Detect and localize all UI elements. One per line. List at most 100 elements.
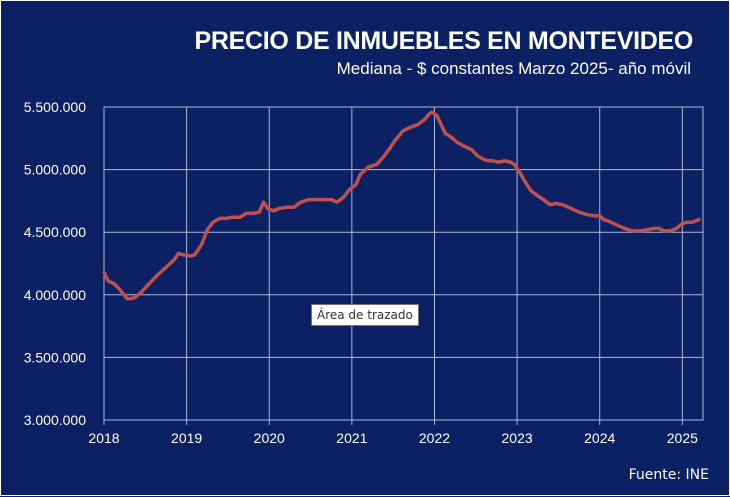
data-point (324, 198, 327, 201)
series-line (102, 110, 701, 301)
data-point (181, 253, 184, 256)
data-point (476, 154, 479, 157)
data-point (491, 159, 494, 162)
data-point (513, 163, 516, 166)
data-point (675, 227, 678, 230)
data-point (455, 141, 458, 144)
y-tick-label: 4.500.000 (24, 224, 86, 240)
data-point (299, 201, 302, 204)
data-point (423, 118, 426, 121)
data-point (278, 207, 281, 210)
data-point (130, 297, 133, 300)
data-point (388, 148, 391, 151)
series-layer (102, 110, 701, 301)
data-point (117, 287, 120, 290)
data-point (307, 198, 310, 201)
data-point (239, 216, 242, 219)
data-point (542, 198, 545, 201)
data-point (316, 198, 319, 201)
data-point (164, 266, 167, 269)
data-point (685, 221, 688, 224)
data-point (206, 228, 209, 231)
data-point (410, 126, 413, 129)
data-point (602, 218, 605, 221)
data-point (402, 129, 405, 132)
data-point (536, 194, 539, 197)
data-point (382, 156, 385, 159)
data-point (107, 280, 110, 283)
x-tick-label: 2021 (336, 430, 367, 446)
grid-layer (103, 106, 704, 425)
y-tick-label: 3.000.000 (24, 412, 86, 428)
x-tick-label: 2025 (667, 430, 698, 446)
y-tick-label: 3.500.000 (24, 349, 86, 365)
data-point (691, 221, 694, 224)
data-point (148, 282, 151, 285)
data-point (435, 114, 438, 117)
data-point (444, 132, 447, 135)
data-point (140, 291, 143, 294)
data-point (342, 196, 345, 199)
data-point (623, 227, 626, 230)
data-point (218, 217, 221, 220)
data-point (212, 221, 215, 224)
data-point (598, 214, 601, 217)
data-point (663, 229, 666, 232)
data-point (193, 253, 196, 256)
data-point (156, 273, 159, 276)
data-point (640, 229, 643, 232)
data-point (293, 206, 296, 209)
data-point (348, 188, 351, 191)
data-point (126, 297, 129, 300)
data-point (462, 144, 465, 147)
data-point (335, 201, 338, 204)
data-point (359, 173, 362, 176)
data-point (631, 229, 634, 232)
source-note: Fuente: INE (628, 467, 709, 483)
data-point (251, 212, 254, 215)
data-point (503, 159, 506, 162)
data-point (367, 166, 370, 169)
data-point (354, 183, 357, 186)
data-point (272, 209, 275, 212)
x-tick-label: 2022 (419, 430, 450, 446)
y-tick-label: 4.000.000 (24, 287, 86, 303)
data-point (652, 227, 655, 230)
y-tick-label: 5.000.000 (24, 162, 86, 178)
data-point (112, 282, 115, 285)
x-tick-label: 2024 (584, 430, 615, 446)
axis-layer: 3.000.000 3.500.000 4.000.000 4.500.000 5.00… (24, 99, 698, 446)
chart-subtitle: Mediana - $ constantes Marzo 2025- año m… (336, 59, 691, 78)
data-point (697, 218, 700, 221)
data-point (549, 203, 552, 206)
x-tick-label: 2019 (171, 430, 202, 446)
data-point (554, 202, 557, 205)
data-point (189, 254, 192, 257)
data-point (658, 227, 661, 230)
data-point (646, 228, 649, 231)
data-point (262, 201, 265, 204)
data-point (375, 163, 378, 166)
y-tick-label: 5.500.000 (24, 99, 86, 115)
data-point (393, 139, 396, 142)
data-point (518, 171, 521, 174)
data-point (470, 148, 473, 151)
data-point (586, 213, 589, 216)
data-point (615, 223, 618, 226)
x-tick-label: 2018 (88, 430, 119, 446)
data-point (103, 271, 106, 274)
data-point (231, 216, 234, 219)
data-point (286, 206, 289, 209)
data-point (122, 292, 125, 295)
data-point (606, 219, 609, 222)
data-point (440, 123, 443, 126)
data-point (200, 243, 203, 246)
plot-area-tooltip: Área de trazado (311, 304, 419, 326)
data-point (173, 258, 176, 261)
x-tick-label: 2023 (502, 430, 533, 446)
data-point (668, 229, 671, 232)
data-point (483, 158, 486, 161)
chart-title: PRECIO DE INMUEBLES EN MONTEVIDEO (194, 27, 694, 55)
data-point (679, 223, 682, 226)
